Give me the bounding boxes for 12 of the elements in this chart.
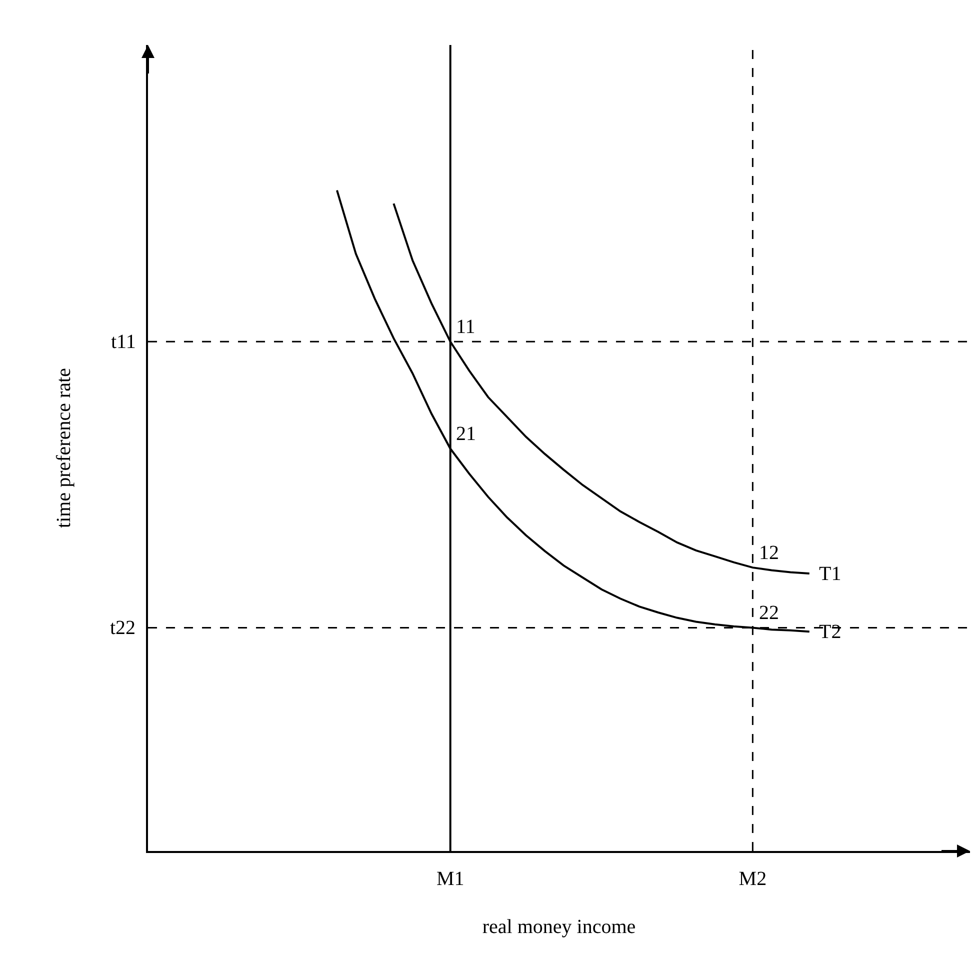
- annotation: 22: [759, 602, 779, 624]
- x-axis-title: real money income: [482, 916, 636, 938]
- series-label: T1: [819, 563, 842, 585]
- x-tick-label: M2: [738, 868, 767, 890]
- annotation: 12: [759, 542, 779, 564]
- series-label: T2: [819, 621, 842, 643]
- ref-line-label: t22: [110, 617, 136, 639]
- y-axis-title: time preference rate: [53, 368, 75, 528]
- ref-line-label: t11: [111, 331, 136, 353]
- annotation: 11: [456, 316, 476, 338]
- x-tick-label: M1: [436, 868, 464, 890]
- annotation: 21: [456, 423, 476, 445]
